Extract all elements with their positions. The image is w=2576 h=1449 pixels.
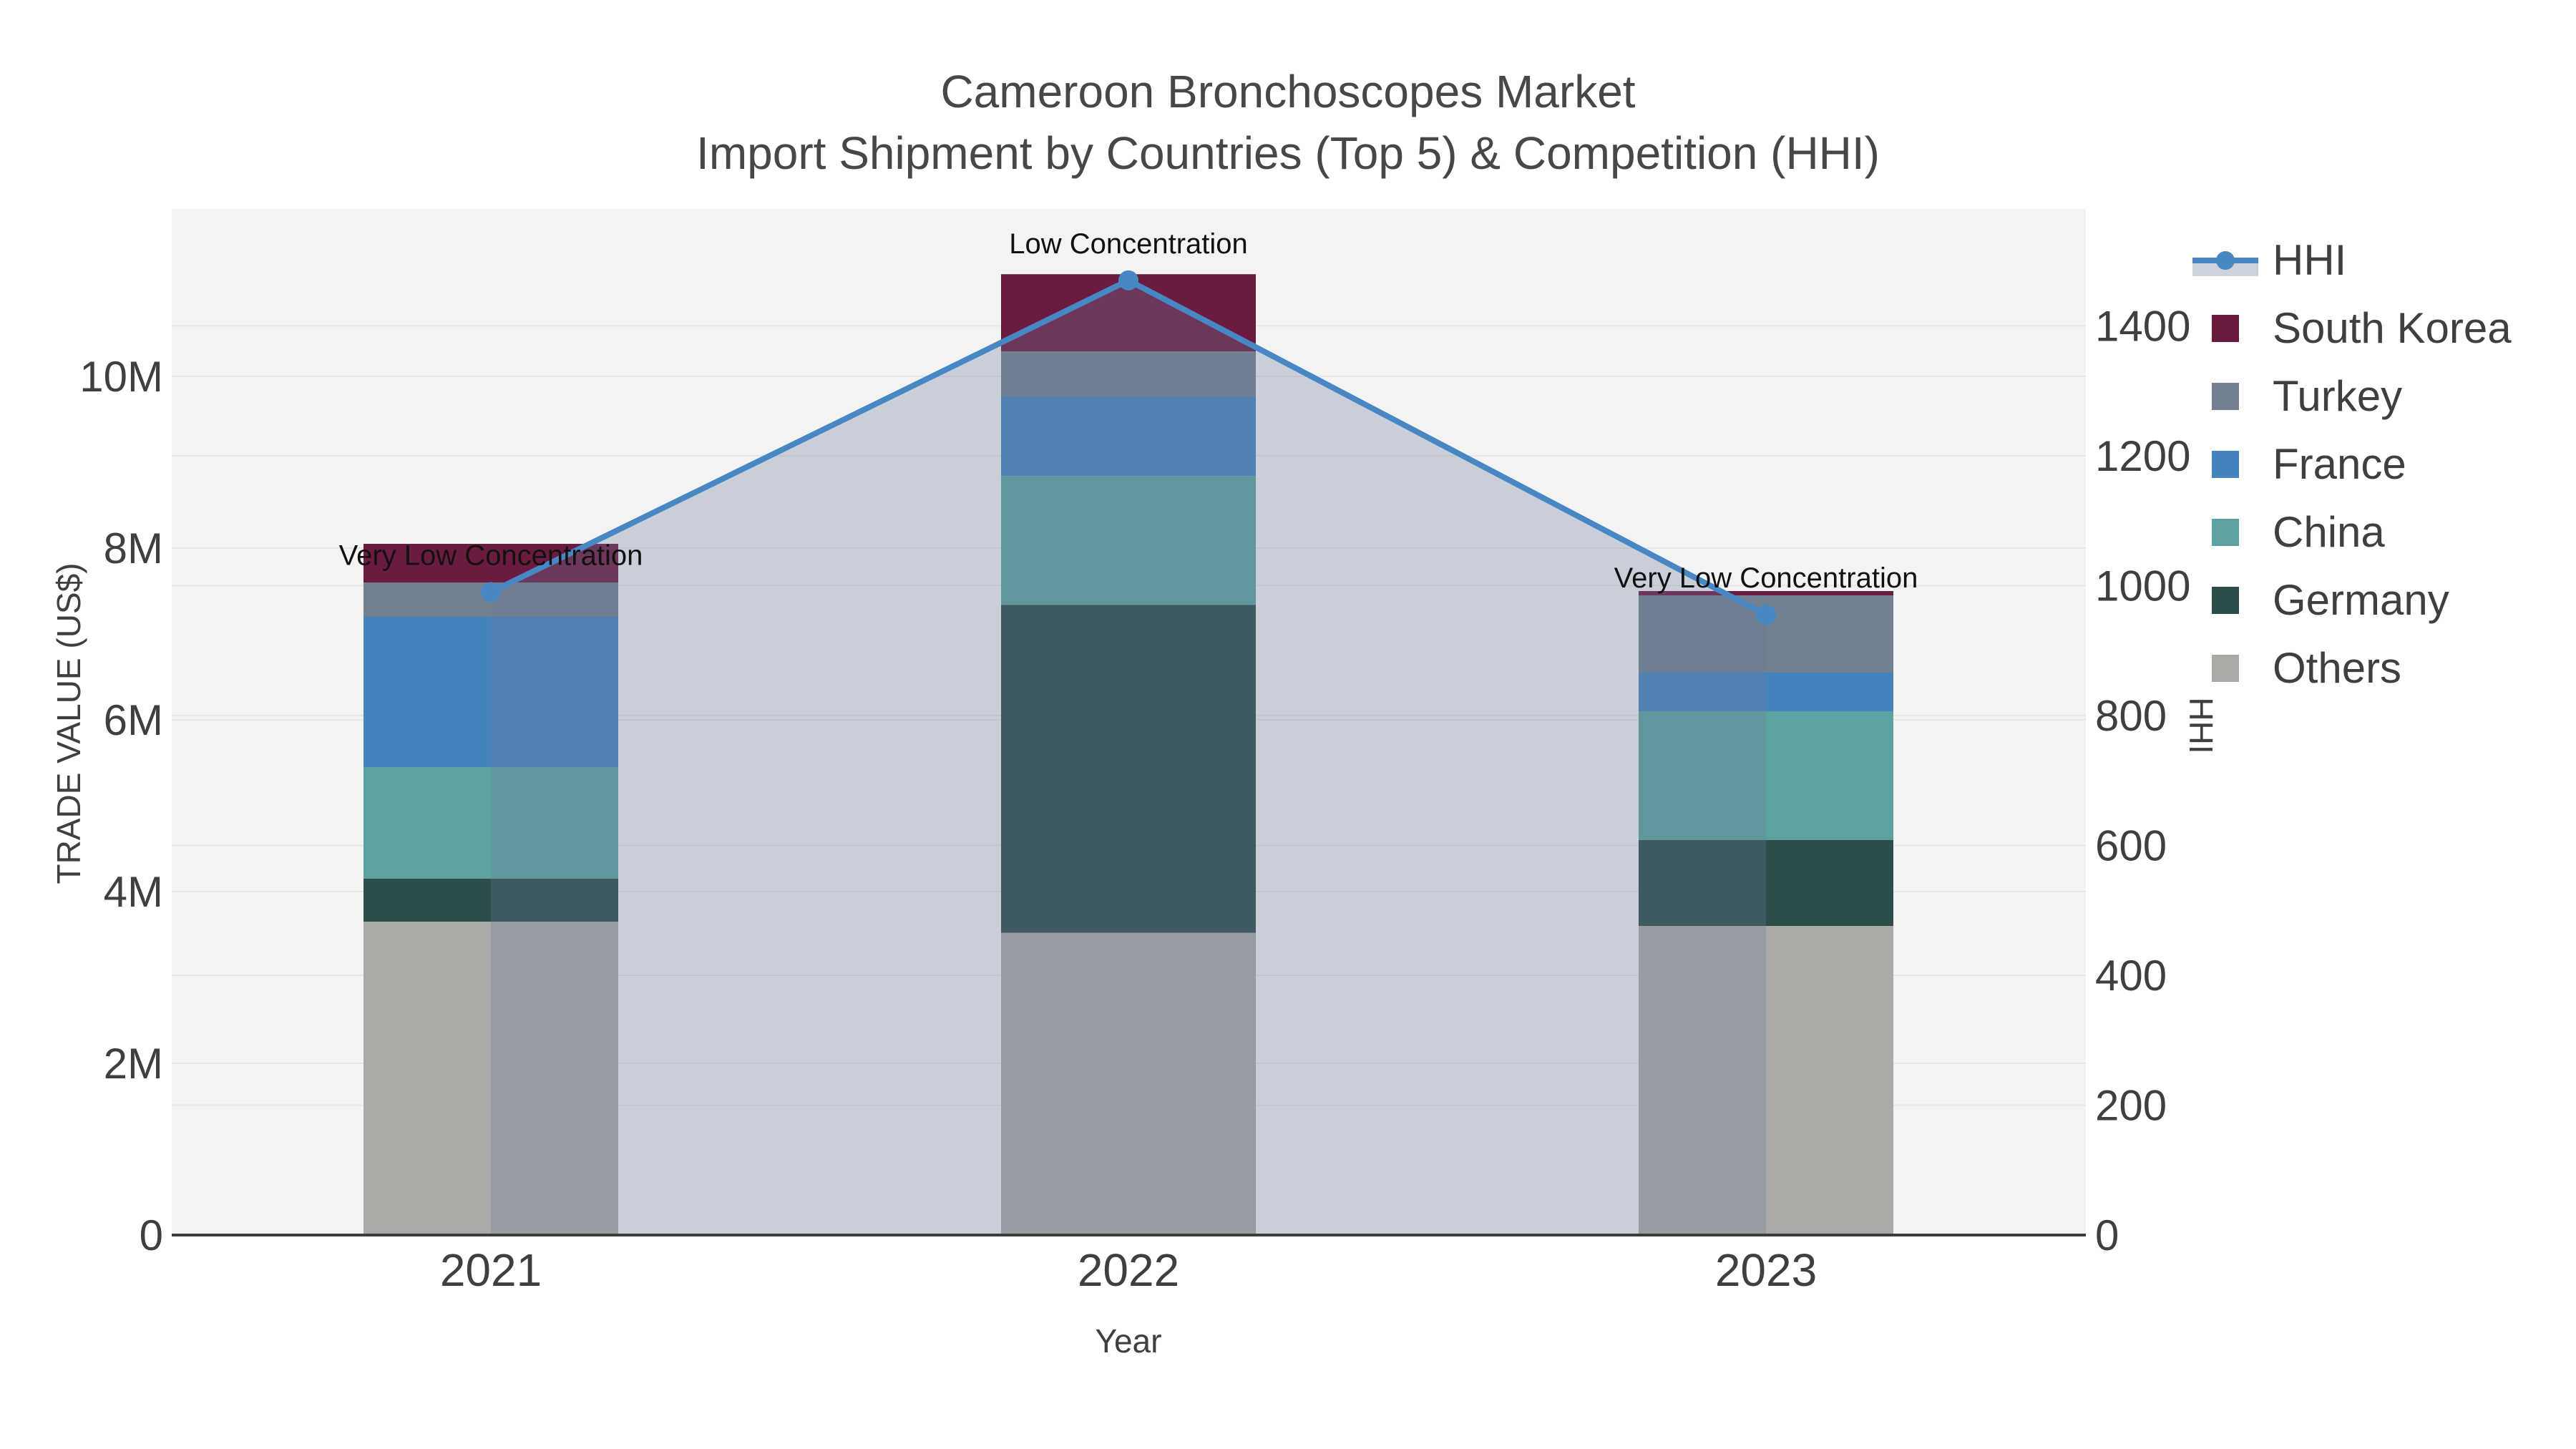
bar-segment-france-2021[interactable] [364, 617, 618, 767]
legend-item-others[interactable]: Others [2192, 634, 2512, 702]
legend-swatch-icon [2192, 579, 2258, 622]
chart-title: Cameroon Bronchoscopes Market [940, 66, 1636, 117]
hhi-point-2023[interactable] [1756, 605, 1776, 625]
y-right-tick-800: 800 [2095, 692, 2167, 740]
y-right-tick-0: 0 [2095, 1211, 2119, 1259]
x-tick-2021: 2021 [440, 1244, 542, 1296]
hhi-point-2021[interactable] [481, 582, 501, 602]
legend-swatch [2212, 586, 2239, 614]
x-tick-2022: 2022 [1078, 1244, 1179, 1296]
legend-item-hhi[interactable]: HHI [2192, 226, 2512, 294]
bar-segment-china-2021[interactable] [364, 767, 618, 879]
y-right-tick-200: 200 [2095, 1081, 2167, 1129]
annotation-2022: Low Concentration [1009, 228, 1248, 260]
bar-segment-china-2023[interactable] [1639, 711, 1893, 840]
y-left-tick-6M: 6M [104, 696, 163, 744]
legend-label: South Korea [2273, 304, 2512, 352]
legend-item-germany[interactable]: Germany [2192, 566, 2512, 634]
y-right-tick-600: 600 [2095, 821, 2167, 869]
legend-item-turkey[interactable]: Turkey [2192, 362, 2512, 430]
legend-swatch-icon [2192, 443, 2258, 486]
bar-segment-germany-2023[interactable] [1639, 840, 1893, 926]
y-left-axis-title: TRADE VALUE (US$) [50, 562, 87, 884]
y-left-tick-2M: 2M [104, 1040, 163, 1088]
y-right-tick-1200: 1200 [2095, 432, 2190, 480]
chart-subtitle: Import Shipment by Countries (Top 5) & C… [696, 127, 1880, 179]
annotation-2021: Very Low Concentration [339, 540, 643, 571]
legend-label: China [2273, 508, 2385, 556]
bar-segment-south-korea-2023[interactable] [1639, 591, 1893, 595]
legend-swatch-icon [2192, 647, 2258, 690]
legend-swatch [2212, 654, 2239, 682]
y-left-tick-4M: 4M [104, 868, 163, 916]
legend-swatch [2212, 382, 2239, 410]
bar-segment-germany-2022[interactable] [1001, 605, 1256, 933]
y-right-tick-1400: 1400 [2095, 302, 2190, 350]
legend-swatch [2212, 518, 2239, 546]
y-right-axis-title: HHI [2182, 697, 2220, 753]
hhi-point-2022[interactable] [1118, 270, 1138, 291]
bar-segment-others-2023[interactable] [1639, 926, 1893, 1235]
legend-swatch-icon [2192, 307, 2258, 350]
x-axis-title: Year [1096, 1322, 1162, 1360]
bar-segment-others-2021[interactable] [364, 922, 618, 1235]
legend-label: Others [2273, 644, 2402, 692]
y-right-tick-400: 400 [2095, 952, 2167, 1000]
bar-segment-germany-2021[interactable] [364, 879, 618, 922]
legend-item-south-korea[interactable]: South Korea [2192, 294, 2512, 362]
hhi-marker-icon [2216, 250, 2235, 270]
bar-segment-france-2023[interactable] [1639, 673, 1893, 711]
annotation-2023: Very Low Concentration [1614, 562, 1918, 594]
bar-segment-others-2022[interactable] [1001, 932, 1256, 1235]
bar-segment-france-2022[interactable] [1001, 396, 1256, 477]
y-left-tick-0: 0 [140, 1211, 163, 1259]
bar-segment-turkey-2022[interactable] [1001, 351, 1256, 396]
legend: HHI South Korea Turkey France China Germany Ot… [2192, 226, 2512, 702]
y-left-tick-10M: 10M [79, 353, 163, 401]
legend-swatch-icon [2192, 511, 2258, 554]
legend-swatch [2212, 314, 2239, 342]
x-tick-2023: 2023 [1715, 1244, 1817, 1296]
hhi-fill-area [491, 280, 1766, 1235]
legend-label: Germany [2273, 576, 2449, 624]
legend-item-france[interactable]: France [2192, 430, 2512, 498]
y-right-tick-1000: 1000 [2095, 562, 2190, 610]
legend-item-china[interactable]: China [2192, 498, 2512, 566]
legend-label: France [2273, 440, 2406, 488]
bar-segment-china-2022[interactable] [1001, 476, 1256, 605]
legend-label: HHI [2273, 236, 2347, 284]
y-left-tick-8M: 8M [104, 525, 163, 572]
hhi-line-icon [2192, 239, 2258, 282]
legend-swatch [2212, 450, 2239, 478]
legend-label: Turkey [2273, 372, 2403, 420]
legend-swatch-icon [2192, 375, 2258, 418]
